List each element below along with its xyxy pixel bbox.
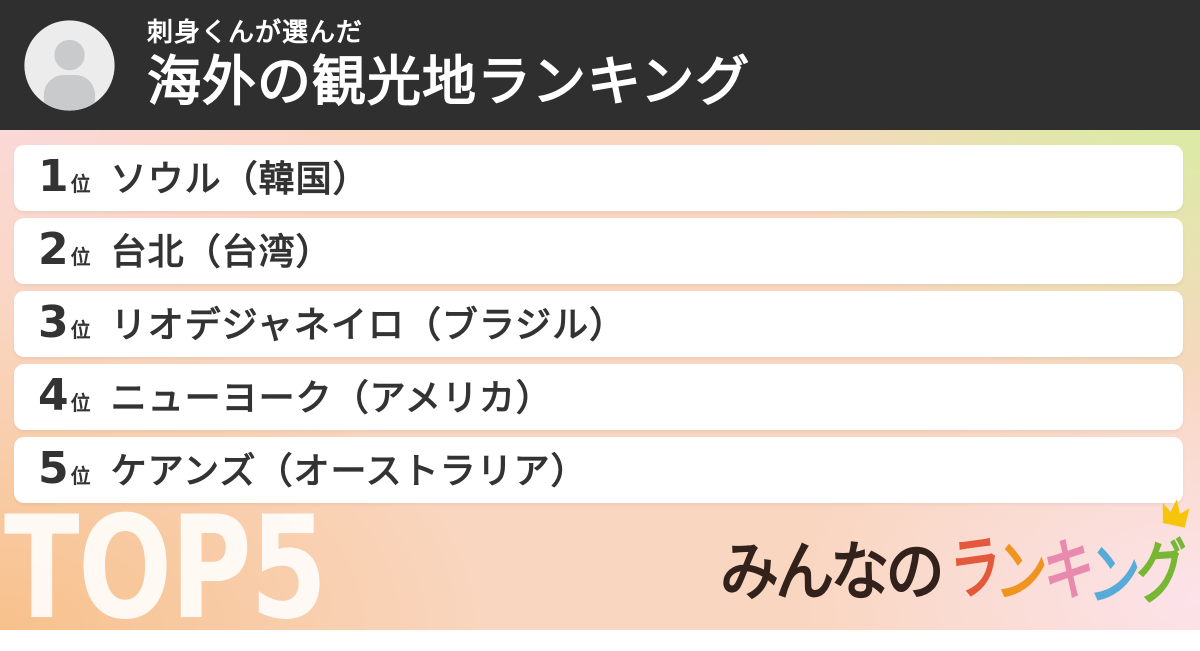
rank-label: ケアンズ（オーストラリア） xyxy=(110,451,588,492)
ranking-list: 1 位ソウル（韓国） 2 位台北（台湾） 3 位リオデジャネイロ（ブラジル） 4 位ニュ… xyxy=(14,145,1183,510)
rank-suffix: 位 xyxy=(70,318,91,342)
rank-suffix: 位 xyxy=(70,245,91,269)
rank-suffix: 位 xyxy=(70,464,91,488)
avatar xyxy=(22,18,117,113)
minna-no-ranking-logo: みんなのランキング xyxy=(720,499,1200,618)
ranking-row-5: 5 位ケアンズ（オーストラリア） xyxy=(14,437,1183,503)
header-text: 刺身くんが選んだ 海外の観光地ランキング xyxy=(147,17,751,113)
rank-number: 2 xyxy=(38,224,69,275)
logo-char: ン xyxy=(1087,535,1138,618)
logo-char-crowned: グ xyxy=(1134,499,1190,617)
ranking-share-card: 刺身くんが選んだ 海外の観光地ランキング 1 位ソウル（韓国） 2 位台北（台湾） … xyxy=(0,0,1200,630)
header-subtitle: 刺身くんが選んだ xyxy=(147,17,364,48)
page-title: 海外の観光地ランキング xyxy=(147,49,751,113)
rank-number: 4 xyxy=(38,370,69,421)
logo-colored-text: ランキング xyxy=(947,499,1190,618)
rank-label: ニューヨーク（アメリカ） xyxy=(110,378,553,419)
ranking-row-2: 2 位台北（台湾） xyxy=(14,218,1183,284)
rank-label: ソウル（韓国） xyxy=(110,159,370,200)
ranking-row-3: 3 位リオデジャネイロ（ブラジル） xyxy=(14,291,1183,357)
rank-suffix: 位 xyxy=(70,391,91,415)
ranking-row-4: 4 位ニューヨーク（アメリカ） xyxy=(14,364,1183,430)
header: 刺身くんが選んだ 海外の観光地ランキング xyxy=(0,0,1200,130)
rank-suffix: 位 xyxy=(70,172,91,196)
logo-char: ラ xyxy=(947,526,1000,612)
person-icon xyxy=(24,19,115,111)
rank-number: 3 xyxy=(38,297,69,348)
ranking-row-1: 1 位ソウル（韓国） xyxy=(14,145,1183,211)
top5-watermark: TOP5 xyxy=(4,486,327,651)
rank-number: 5 xyxy=(38,443,69,494)
rank-number: 1 xyxy=(38,151,69,202)
logo-char: ン xyxy=(994,531,1045,616)
logo-char: グ xyxy=(1134,532,1185,615)
logo-char: キ xyxy=(1040,529,1093,614)
crown-icon xyxy=(1162,499,1190,528)
rank-label: リオデジャネイロ（ブラジル） xyxy=(110,305,627,346)
rank-label: 台北（台湾） xyxy=(110,232,333,273)
logo-prefix: みんなの xyxy=(720,536,944,610)
